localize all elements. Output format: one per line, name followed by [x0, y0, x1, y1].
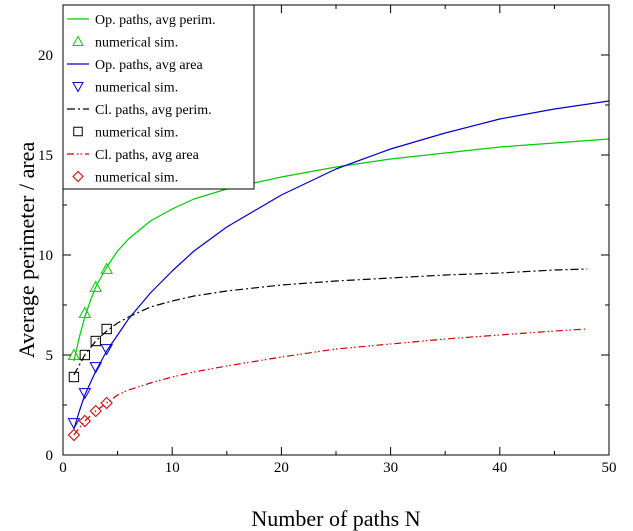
data-point-7-3 — [100, 396, 113, 410]
legend-marker-3 — [72, 82, 84, 93]
x-tick-label: 0 — [59, 460, 67, 476]
y-tick-label: 20 — [38, 48, 53, 64]
legend-label-2: Op. paths, avg area — [95, 58, 203, 73]
data-point-1-1 — [78, 306, 92, 318]
x-axis-title: Number of paths N — [251, 506, 420, 531]
tick-layer: 0 10 20 30 40 50 0 5 10 15 20 — [38, 5, 617, 476]
y-axis-title: Average perimeter / area — [14, 142, 39, 359]
series-line-6 — [73, 328, 588, 436]
series-line-4 — [73, 268, 588, 376]
x-tick-label: 50 — [602, 460, 617, 476]
x-tick-label: 30 — [383, 460, 398, 476]
legend-marker-5 — [73, 126, 83, 137]
legend-label-6: Cl. paths, avg area — [95, 148, 200, 163]
y-tick-label: 5 — [46, 348, 54, 364]
data-point-5-1 — [79, 349, 91, 361]
data-point-7-2 — [89, 404, 102, 418]
x-tick-label: 40 — [492, 460, 507, 476]
data-point-7-1 — [78, 414, 92, 428]
y-tick-label: 10 — [38, 248, 53, 264]
data-point-3-2 — [89, 362, 103, 374]
data-point-3-0 — [67, 418, 81, 430]
data-point-5-0 — [68, 371, 80, 383]
legend-label-1: numerical sim. — [95, 36, 178, 51]
series-line-2 — [73, 100, 610, 430]
legend-box — [62, 4, 255, 190]
data-point-5-3 — [101, 323, 112, 335]
legend: Op. paths, avg perim. numerical sim. Op. p… — [62, 4, 255, 190]
x-tick-label: 10 — [165, 460, 180, 476]
data-point-7-0 — [67, 428, 81, 442]
legend-label-5: numerical sim. — [95, 126, 178, 141]
legend-label-3: numerical sim. — [95, 81, 178, 96]
data-point-1-3 — [100, 262, 114, 274]
y-tick-label: 15 — [38, 148, 53, 164]
data-point-3-3 — [100, 344, 114, 356]
data-point-1-2 — [89, 280, 103, 292]
legend-marker-7 — [72, 170, 84, 183]
legend-label-0: Op. paths, avg perim. — [95, 13, 216, 28]
data-point-5-2 — [90, 335, 101, 347]
legend-label-7: numerical sim. — [95, 171, 178, 186]
y-tick-label: 0 — [46, 448, 54, 464]
series-line-0 — [73, 138, 610, 362]
legend-marker-1 — [72, 35, 84, 46]
x-tick-label: 20 — [274, 460, 289, 476]
legend-label-4: Cl. paths, avg perim. — [95, 103, 212, 118]
series-layer — [67, 100, 610, 442]
data-point-3-1 — [78, 388, 92, 400]
data-point-1-0 — [67, 348, 81, 360]
